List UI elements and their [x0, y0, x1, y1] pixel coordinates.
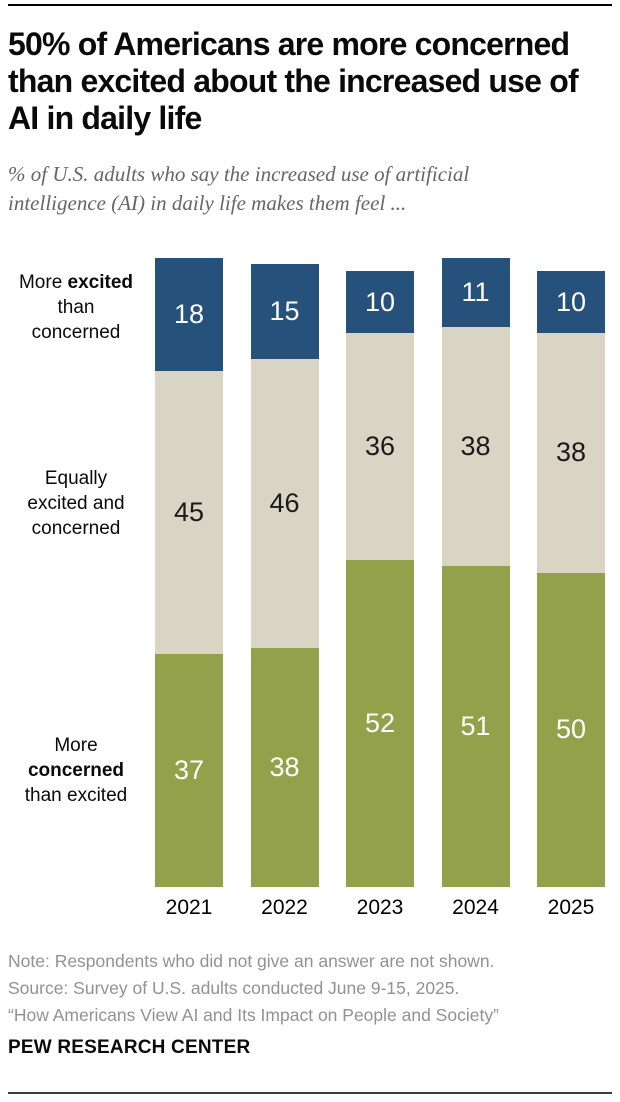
value-label: 50 [555, 714, 587, 745]
value-label: 46 [269, 487, 300, 518]
value-label: 10 [364, 286, 396, 317]
value-label: 37 [173, 755, 205, 786]
row-label-2: More concerned than excited [0, 733, 152, 808]
row-label-text: Equally excited and concerned [27, 468, 125, 539]
segment-2021-more-concerned-than-excited: 37 [155, 654, 223, 887]
row-label-0: More excited than concerned [0, 270, 152, 345]
report-title-line: “How Americans View AI and Its Impact on… [8, 1005, 499, 1025]
bar-2022: 15 46 38 [250, 264, 319, 887]
segment-2024-more-excited-than-concerned: 11 [441, 258, 510, 328]
segment-2023-more-excited-than-concerned: 10 [346, 270, 414, 334]
x-axis-labels: 2021 2022 2023 2024 2025 [155, 896, 605, 920]
value-label: 36 [364, 431, 396, 462]
value-label: 18 [173, 299, 205, 330]
segment-2025-equally-excited-and-concerned: 38 [537, 333, 605, 573]
row-labels-column: More excited than concerned Equally excit… [0, 0, 152, 1102]
bar-2024: 11 38 51 [441, 258, 510, 887]
segment-2022-more-concerned-than-excited: 38 [250, 647, 319, 887]
x-axis-label-2024: 2024 [452, 896, 499, 919]
segment-2022-equally-excited-and-concerned: 46 [250, 358, 319, 648]
row-label-bold-text: excited [67, 272, 134, 293]
segment-2024-more-concerned-than-excited: 51 [441, 566, 510, 887]
stacked-bar-chart: 18 45 37 15 46 38 10 36 52 11 38 51 10 38 50 [155, 258, 605, 887]
top-divider [8, 4, 612, 6]
value-label: 52 [364, 707, 396, 738]
x-axis-label-2023: 2023 [356, 896, 404, 919]
value-label: 38 [269, 751, 300, 782]
segment-2021-more-excited-than-concerned: 18 [155, 258, 223, 372]
pew-research-center-logo: PEW RESEARCH CENTER [8, 1037, 251, 1058]
row-label-1: Equally excited and concerned [0, 466, 152, 541]
value-label: 15 [269, 295, 300, 326]
segment-2025-more-excited-than-concerned: 10 [537, 270, 605, 334]
value-label: 38 [460, 431, 491, 462]
row-label-bold-text: concerned [27, 760, 125, 781]
row-label-text: More [54, 735, 98, 756]
segment-2023-more-concerned-than-excited: 52 [346, 559, 414, 887]
bar-2025: 10 38 50 [537, 270, 605, 887]
footnotes: Note: Respondents who did not give an an… [8, 948, 614, 1029]
chart-title: 50% of Americans are more concerned than… [8, 26, 579, 136]
bottom-divider [8, 1092, 612, 1094]
x-axis-label-2022: 2022 [261, 896, 308, 919]
segment-2025-more-concerned-than-excited: 50 [537, 572, 605, 887]
row-label-text: More [18, 272, 68, 293]
source-line: Source: Survey of U.S. adults conducted … [8, 978, 460, 998]
segment-2022-more-excited-than-concerned: 15 [250, 264, 319, 359]
segment-2024-equally-excited-and-concerned: 38 [441, 327, 510, 567]
x-axis-label-2021: 2021 [165, 896, 213, 919]
chart-subtitle: % of U.S. adults who say the increased u… [8, 162, 470, 215]
value-label: 38 [555, 437, 587, 468]
value-label: 10 [555, 286, 587, 317]
segment-2021-equally-excited-and-concerned: 45 [155, 371, 223, 655]
value-label: 11 [461, 277, 490, 308]
row-label-text: than excited [24, 785, 128, 806]
bar-2021: 18 45 37 [155, 258, 223, 887]
bar-2023: 10 36 52 [346, 270, 414, 887]
row-label-text: than concerned [31, 297, 121, 343]
x-axis-label-2025: 2025 [547, 896, 595, 919]
segment-2023-equally-excited-and-concerned: 36 [346, 333, 414, 560]
value-label: 45 [173, 497, 205, 528]
note-line: Note: Respondents who did not give an an… [8, 951, 495, 971]
value-label: 51 [460, 711, 491, 742]
